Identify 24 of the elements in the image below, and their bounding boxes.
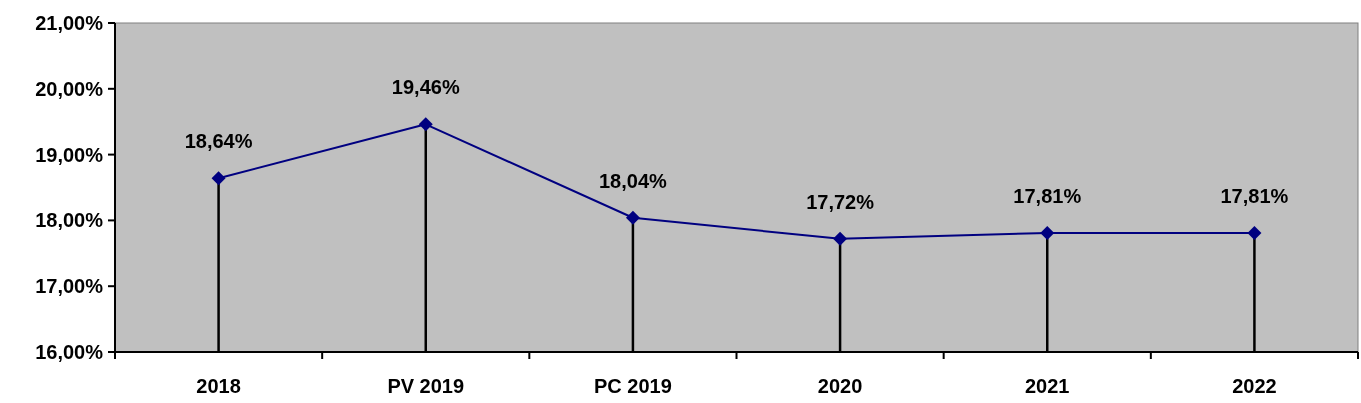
x-tick-label: 2020 bbox=[817, 375, 863, 397]
y-tick-label: 17,00% bbox=[35, 275, 104, 298]
data-label: 18,64% bbox=[184, 130, 253, 153]
x-tick-label: 2018 bbox=[196, 375, 241, 397]
point bbox=[211, 171, 226, 186]
y-tick-label: 19,00% bbox=[35, 143, 104, 166]
data-label: 18,04% bbox=[598, 169, 668, 192]
x-tick-label: PC 2019 bbox=[593, 375, 672, 397]
point bbox=[833, 231, 848, 246]
y-tick-label: 16,00% bbox=[35, 341, 104, 363]
point bbox=[418, 117, 433, 132]
y-tick-label: 18,00% bbox=[35, 209, 104, 232]
data-label: 19,46% bbox=[391, 76, 460, 99]
data-label: 17,72% bbox=[806, 190, 875, 213]
point bbox=[1247, 225, 1262, 240]
data-label: 17,81% bbox=[1013, 184, 1082, 207]
x-tick-label: PV 2019 bbox=[387, 375, 465, 397]
point bbox=[625, 210, 640, 225]
x-tick-label: 2022 bbox=[1232, 375, 1277, 397]
data-label: 17,81% bbox=[1220, 184, 1289, 207]
y-tick-label: 20,00% bbox=[35, 77, 104, 100]
y-tick-label: 21,00% bbox=[35, 12, 104, 34]
point bbox=[1040, 225, 1055, 240]
x-tick-label: 2021 bbox=[1025, 375, 1070, 397]
